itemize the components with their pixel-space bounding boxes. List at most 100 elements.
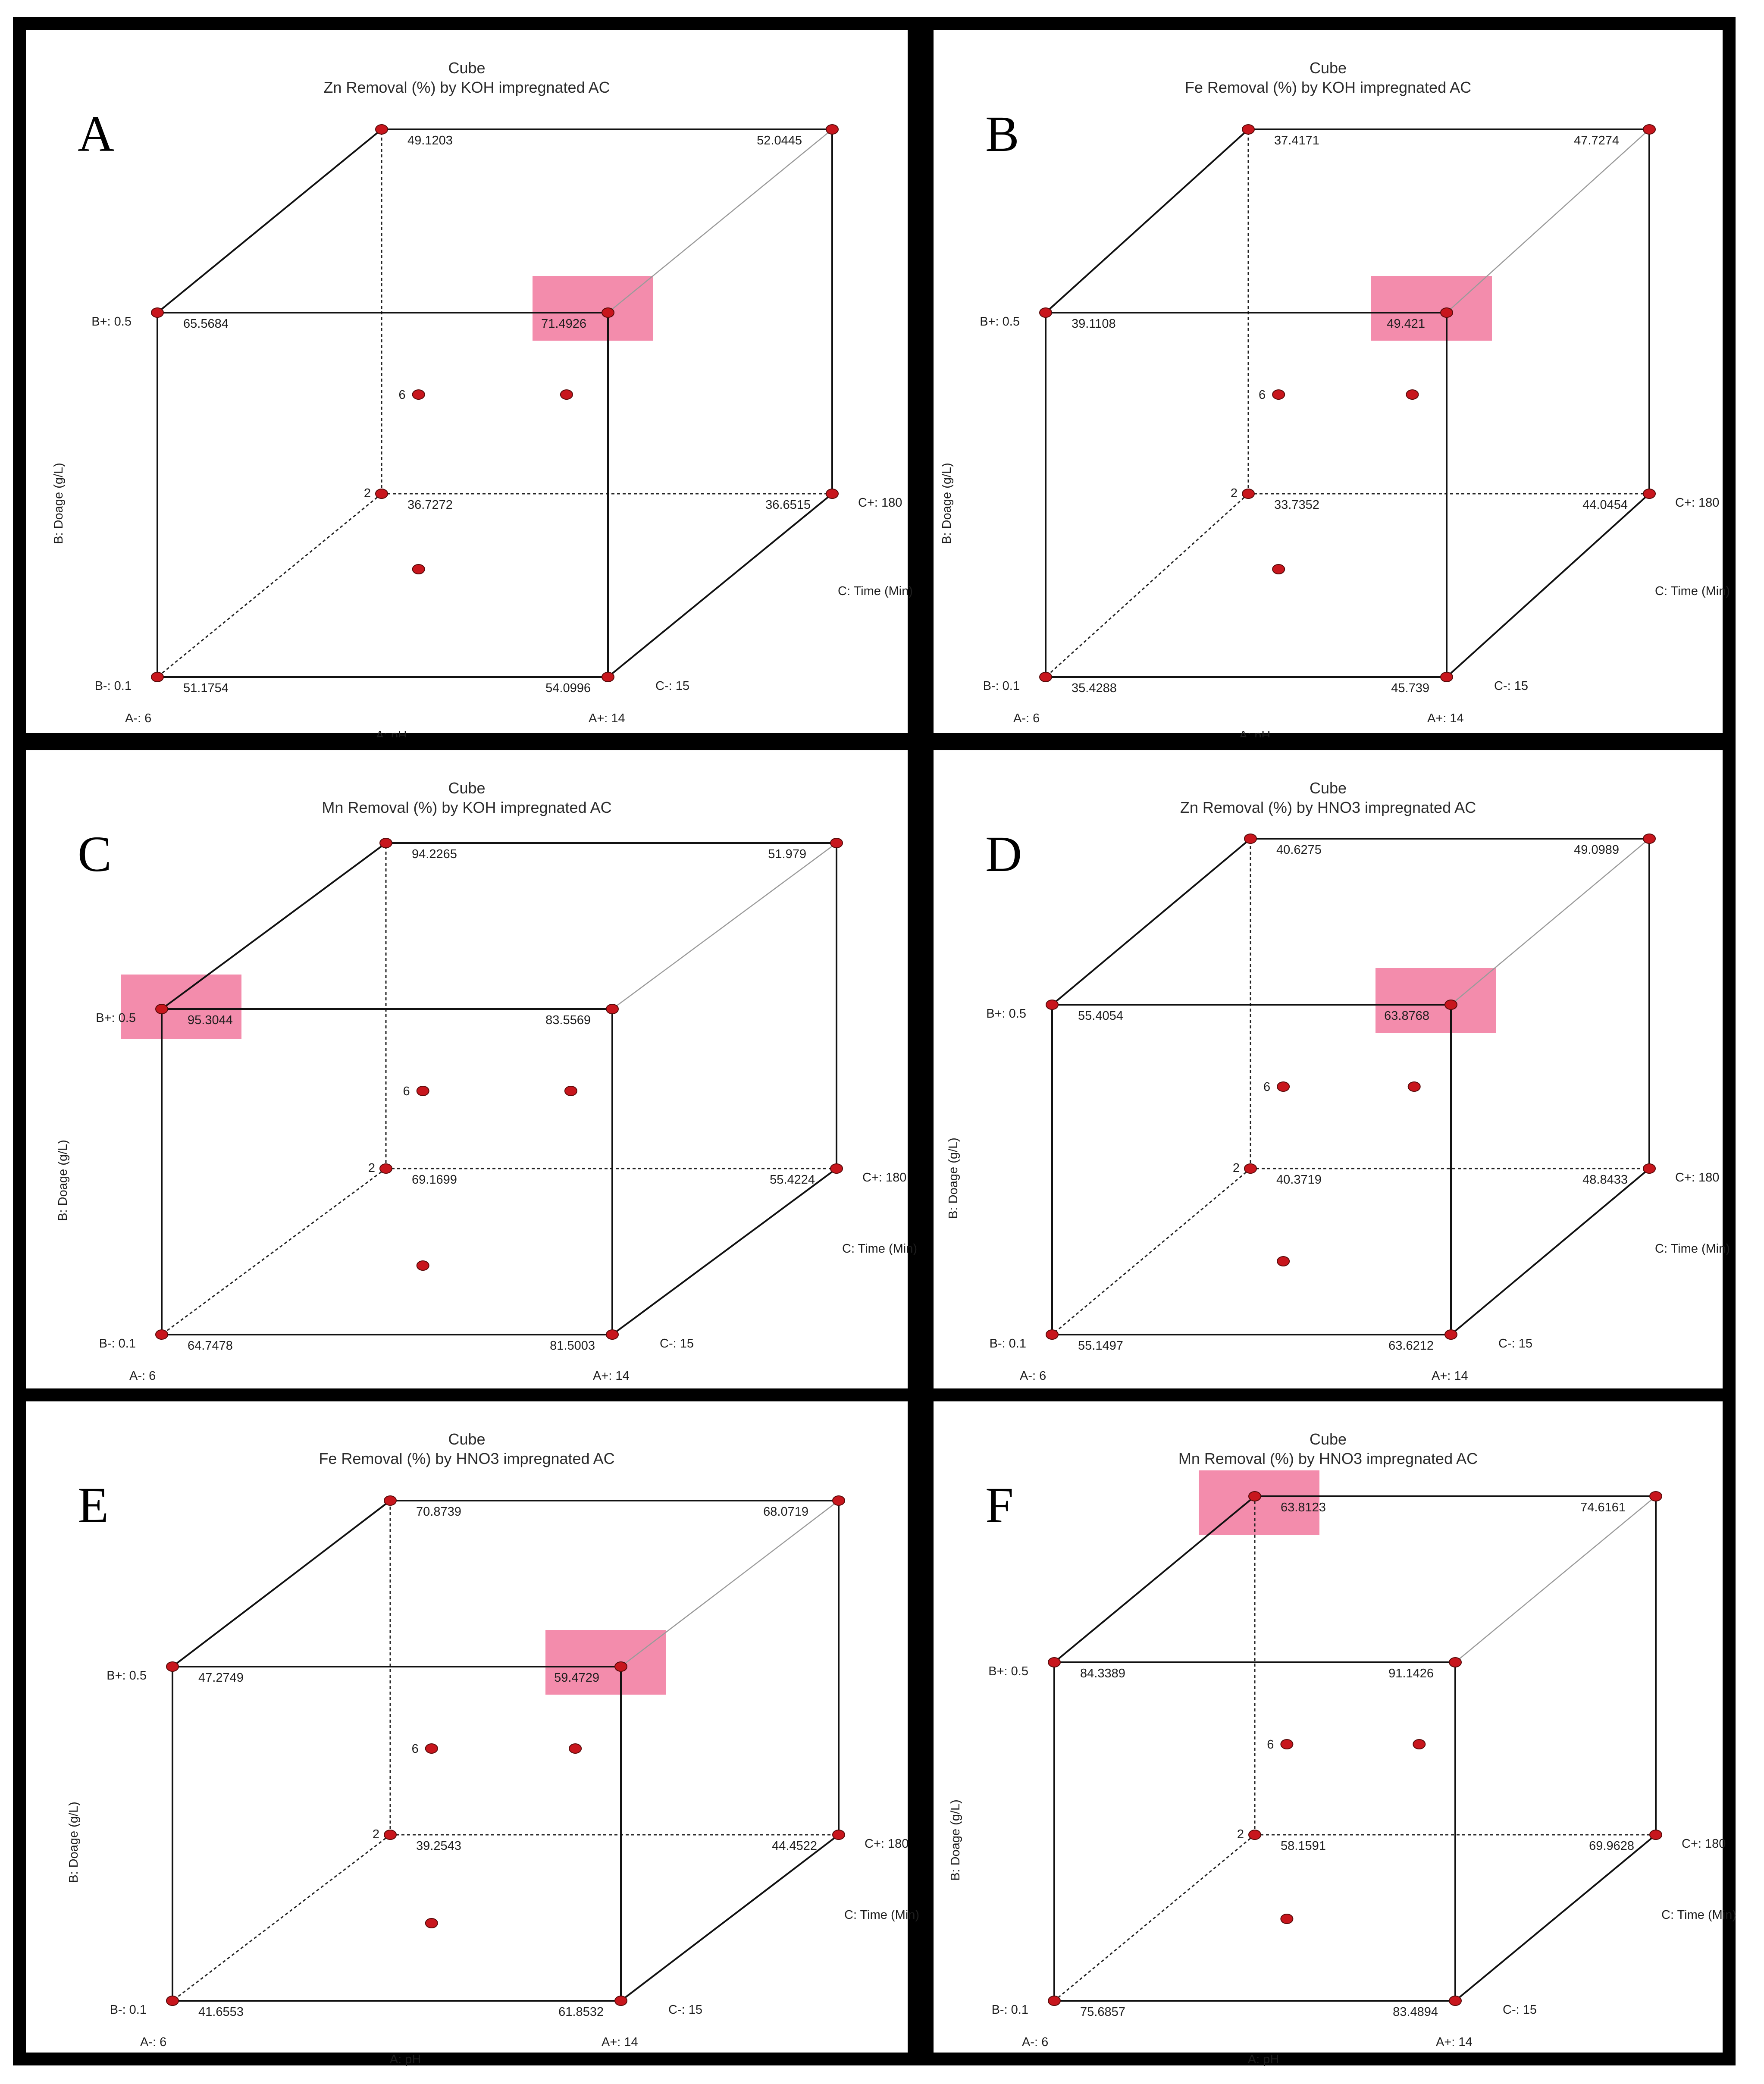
- corner-point: [1039, 672, 1052, 682]
- a-minus-label: A-: 6: [140, 2035, 166, 2049]
- corner-value: 36.7272: [407, 498, 453, 512]
- cube-edge: [1053, 1495, 1256, 1663]
- corner-point: [155, 1004, 168, 1014]
- corner-value: 48.8433: [1582, 1173, 1628, 1187]
- corner-value: 55.4224: [770, 1173, 815, 1187]
- corner-point: [1039, 307, 1052, 318]
- highlight-box: [1199, 1470, 1319, 1535]
- c-minus-label: C-: 15: [1503, 2003, 1537, 2017]
- corner-point: [166, 1661, 179, 1672]
- corner-value: 68.0719: [763, 1505, 808, 1519]
- hidden-edge: [157, 493, 382, 678]
- center-count-label: 6: [399, 388, 406, 402]
- corner-value: 75.6857: [1080, 2005, 1125, 2019]
- cube-edge: [1446, 493, 1650, 678]
- cube-panel-e: Cube Fe Removal (%) by HNO3 impregnated A…: [13, 1388, 921, 2066]
- chart-title: Cube: [448, 779, 485, 797]
- center-point: [425, 1918, 438, 1928]
- panel-letter: D: [985, 826, 1022, 882]
- corner-point: [384, 1830, 397, 1840]
- c-minus-label: C-: 15: [1494, 679, 1528, 693]
- b-minus-label: B-: 0.1: [983, 679, 1020, 693]
- panel-letter: B: [985, 106, 1019, 162]
- cube-edge: [620, 1834, 840, 2002]
- corner-point: [606, 1004, 619, 1014]
- b-plus-label: B+: 0.5: [988, 1664, 1028, 1678]
- center-point: [1272, 389, 1285, 400]
- corner-point: [830, 1163, 843, 1174]
- a-plus-label: A+: 14: [1427, 711, 1464, 725]
- c-plus-label: C+: 180: [858, 496, 902, 510]
- c-minus-label: C-: 15: [655, 679, 689, 693]
- corner-point: [830, 838, 843, 848]
- corner-count-label: 2: [1237, 1827, 1244, 1841]
- cube-plot: Cube Zn Removal (%) by HNO3 impregnated A…: [946, 779, 1730, 1400]
- corner-value: 39.1108: [1072, 317, 1116, 331]
- b-minus-label: B-: 0.1: [990, 1337, 1026, 1351]
- corner-value: 83.4894: [1393, 2005, 1438, 2019]
- chart-subtitle: Mn Removal (%) by HNO3 impregnated AC: [1178, 1450, 1478, 1467]
- panel-letter: A: [78, 106, 114, 162]
- depth-edge: [608, 129, 833, 313]
- corner-point: [375, 489, 388, 499]
- depth-edge: [1451, 838, 1650, 1005]
- cube-panel-d: Cube Zn Removal (%) by HNO3 impregnated A…: [921, 737, 1736, 1401]
- center-point: [1413, 1739, 1426, 1749]
- c-axis-label: C: Time (Min): [844, 1908, 919, 1922]
- corner-point: [1449, 1996, 1462, 2006]
- a-axis-label: A: pH: [390, 2053, 421, 2066]
- panel-letter: F: [985, 1477, 1014, 1533]
- corner-point: [166, 1996, 179, 2006]
- corner-point: [614, 1661, 627, 1672]
- corner-value: 35.4288: [1072, 681, 1117, 695]
- hidden-edge: [1045, 493, 1249, 678]
- chart-title: Cube: [448, 1430, 485, 1448]
- b-minus-label: B-: 0.1: [99, 1337, 136, 1351]
- a-minus-label: A-: 6: [129, 1369, 156, 1383]
- corner-count-label: 2: [1231, 486, 1238, 500]
- b-plus-label: B+: 0.5: [91, 315, 132, 329]
- corner-point: [379, 838, 392, 848]
- corner-value: 44.4522: [772, 1839, 817, 1853]
- corner-point: [1048, 1657, 1061, 1667]
- corner-value: 65.5684: [183, 317, 229, 331]
- a-axis-label: A: pH: [1248, 2053, 1279, 2066]
- chart-title: Cube: [448, 59, 485, 77]
- a-plus-label: A+: 14: [602, 2035, 638, 2049]
- cube-edge: [172, 1500, 391, 1667]
- panel-letter: E: [78, 1477, 109, 1533]
- a-plus-label: A+: 14: [593, 1369, 630, 1383]
- corner-point: [1643, 124, 1656, 135]
- b-axis-label: B: Doage (g/L): [56, 1140, 70, 1221]
- chart-title: Cube: [1310, 1430, 1347, 1448]
- corner-value: 36.6515: [765, 498, 811, 512]
- corner-value: 63.6212: [1388, 1339, 1434, 1353]
- corner-count-label: 2: [364, 486, 371, 500]
- c-minus-label: C-: 15: [660, 1337, 694, 1351]
- corner-point: [1248, 1830, 1261, 1840]
- corner-value: 47.2749: [198, 1671, 244, 1685]
- corner-value: 69.1699: [412, 1173, 457, 1187]
- corner-point: [826, 124, 839, 135]
- corner-count-label: 2: [373, 1827, 379, 1841]
- corner-point: [1048, 1996, 1061, 2006]
- corner-value: 81.5003: [550, 1339, 595, 1353]
- a-plus-label: A+: 14: [589, 711, 625, 725]
- corner-value: 70.8739: [416, 1505, 461, 1519]
- corner-point: [151, 672, 164, 682]
- c-axis-label: C: Time (Min): [838, 584, 913, 598]
- c-plus-label: C+: 180: [1675, 1171, 1719, 1185]
- c-plus-label: C+: 180: [1682, 1837, 1726, 1851]
- corner-point: [1242, 489, 1255, 499]
- corner-point: [1444, 1000, 1457, 1010]
- b-plus-label: B+: 0.5: [96, 1011, 136, 1025]
- corner-point: [602, 307, 614, 318]
- corner-value: 55.4054: [1078, 1009, 1123, 1023]
- corner-value: 52.0445: [757, 134, 802, 147]
- corner-value: 69.9628: [1589, 1839, 1634, 1853]
- corner-point: [1440, 307, 1453, 318]
- b-axis-label: B: Doage (g/L): [940, 463, 954, 544]
- corner-value: 61.8532: [558, 2005, 604, 2019]
- cube-edge: [1045, 128, 1249, 313]
- corner-value: 59.4729: [554, 1671, 599, 1685]
